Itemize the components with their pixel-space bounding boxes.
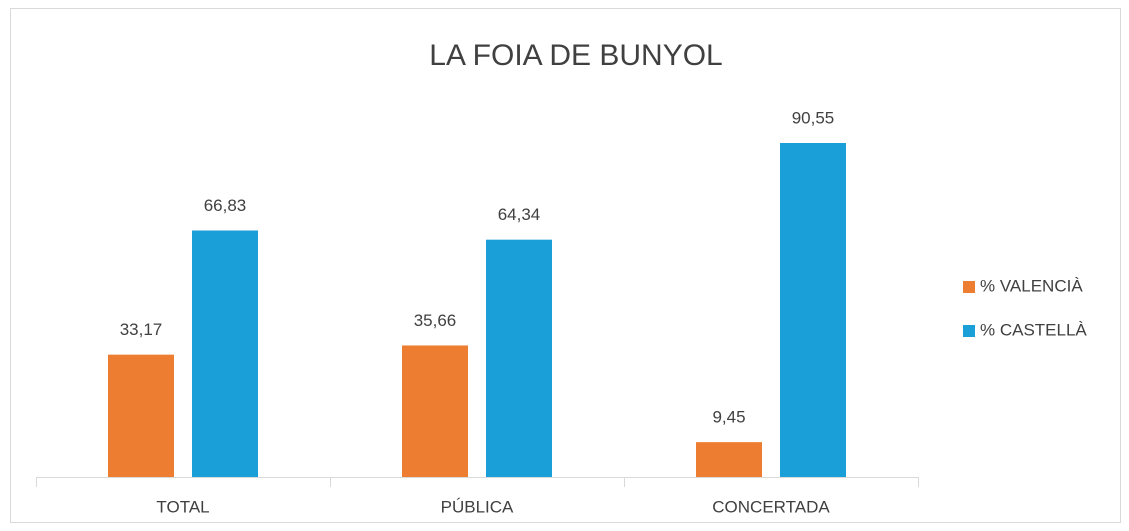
- chart-title: LA FOIA DE BUNYOL: [429, 39, 722, 72]
- bar: [486, 239, 552, 477]
- bar: [696, 442, 762, 477]
- data-label: 90,55: [792, 108, 835, 127]
- legend-swatch: [963, 281, 975, 293]
- bar: [402, 345, 468, 477]
- data-label: 35,66: [414, 311, 457, 330]
- bar: [108, 354, 174, 477]
- chart-border: [10, 8, 1121, 523]
- x-tick-label: PÚBLICA: [441, 497, 514, 516]
- data-label: 9,45: [712, 408, 745, 427]
- data-label: 64,34: [498, 205, 541, 224]
- legend-swatch: [963, 325, 975, 337]
- x-tick-label: TOTAL: [156, 497, 209, 516]
- data-label: 33,17: [120, 320, 163, 339]
- legend-label: % CASTELLÀ: [980, 320, 1087, 339]
- bar: [192, 230, 258, 477]
- x-tick-label: CONCERTADA: [712, 497, 830, 516]
- bar: [780, 143, 846, 477]
- data-label: 66,83: [204, 196, 247, 215]
- legend-label: % VALENCIÀ: [980, 276, 1083, 295]
